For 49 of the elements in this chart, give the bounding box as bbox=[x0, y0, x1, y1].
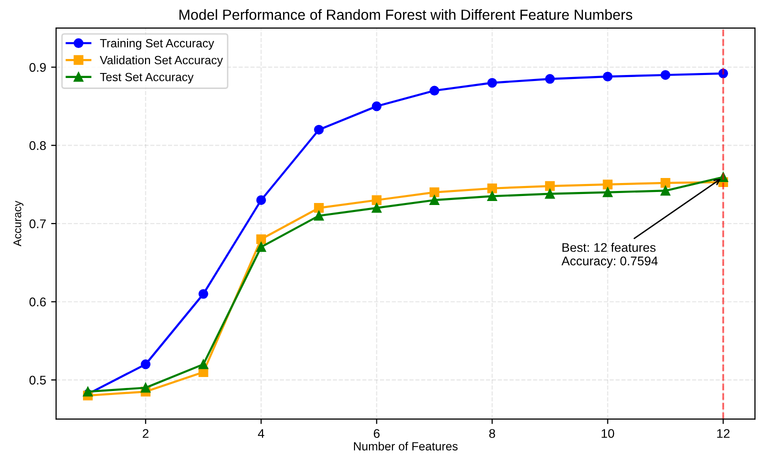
legend-label: Training Set Accuracy bbox=[100, 38, 214, 50]
point bbox=[718, 172, 728, 182]
point bbox=[256, 195, 266, 205]
point bbox=[545, 181, 555, 191]
y-axis-title: Accuracy bbox=[13, 200, 24, 246]
point bbox=[314, 124, 324, 135]
legend-label: Test Set Accuracy bbox=[100, 72, 194, 84]
x-axis-title: Number of Features bbox=[354, 442, 458, 450]
point bbox=[314, 203, 324, 213]
point bbox=[660, 70, 670, 80]
point bbox=[198, 359, 208, 370]
point bbox=[545, 74, 555, 84]
x-tick-label: 2 bbox=[142, 429, 148, 438]
point bbox=[256, 242, 266, 252]
x-tick-label: 6 bbox=[374, 429, 380, 438]
point bbox=[660, 186, 670, 196]
point bbox=[602, 72, 613, 82]
legend-label: Validation Set Accuracy bbox=[100, 56, 223, 67]
point bbox=[602, 180, 613, 190]
point bbox=[545, 188, 555, 199]
point bbox=[487, 184, 498, 194]
annotation: Best: 12 features Accuracy: 0.7594 bbox=[562, 242, 658, 268]
point bbox=[140, 359, 150, 370]
point bbox=[372, 101, 382, 112]
point bbox=[660, 178, 670, 188]
x-tick-label: 8 bbox=[489, 429, 496, 438]
x-tick-label: 4 bbox=[258, 429, 264, 438]
point bbox=[198, 289, 208, 299]
point bbox=[372, 203, 382, 213]
point bbox=[430, 187, 440, 198]
point bbox=[140, 382, 150, 393]
y-tick-label: 0.5 bbox=[29, 376, 46, 385]
point bbox=[602, 187, 613, 198]
point bbox=[430, 86, 440, 96]
point bbox=[718, 68, 728, 78]
y-tick-label: 0.9 bbox=[29, 62, 46, 72]
point bbox=[314, 210, 324, 221]
point bbox=[372, 195, 382, 205]
y-tick-label: 0.8 bbox=[29, 141, 46, 150]
y-tick-label: 0.6 bbox=[29, 298, 46, 306]
x-tick-label: 12 bbox=[717, 429, 730, 438]
y-tick-label: 0.7 bbox=[29, 219, 46, 228]
point bbox=[82, 386, 93, 397]
x-tick-label: 10 bbox=[602, 429, 614, 438]
chart-title: Model Performance of Random Forest with Different Feature Numbers bbox=[180, 9, 632, 20]
point bbox=[487, 78, 498, 88]
point bbox=[256, 234, 266, 244]
point bbox=[430, 195, 440, 205]
point bbox=[487, 191, 498, 202]
